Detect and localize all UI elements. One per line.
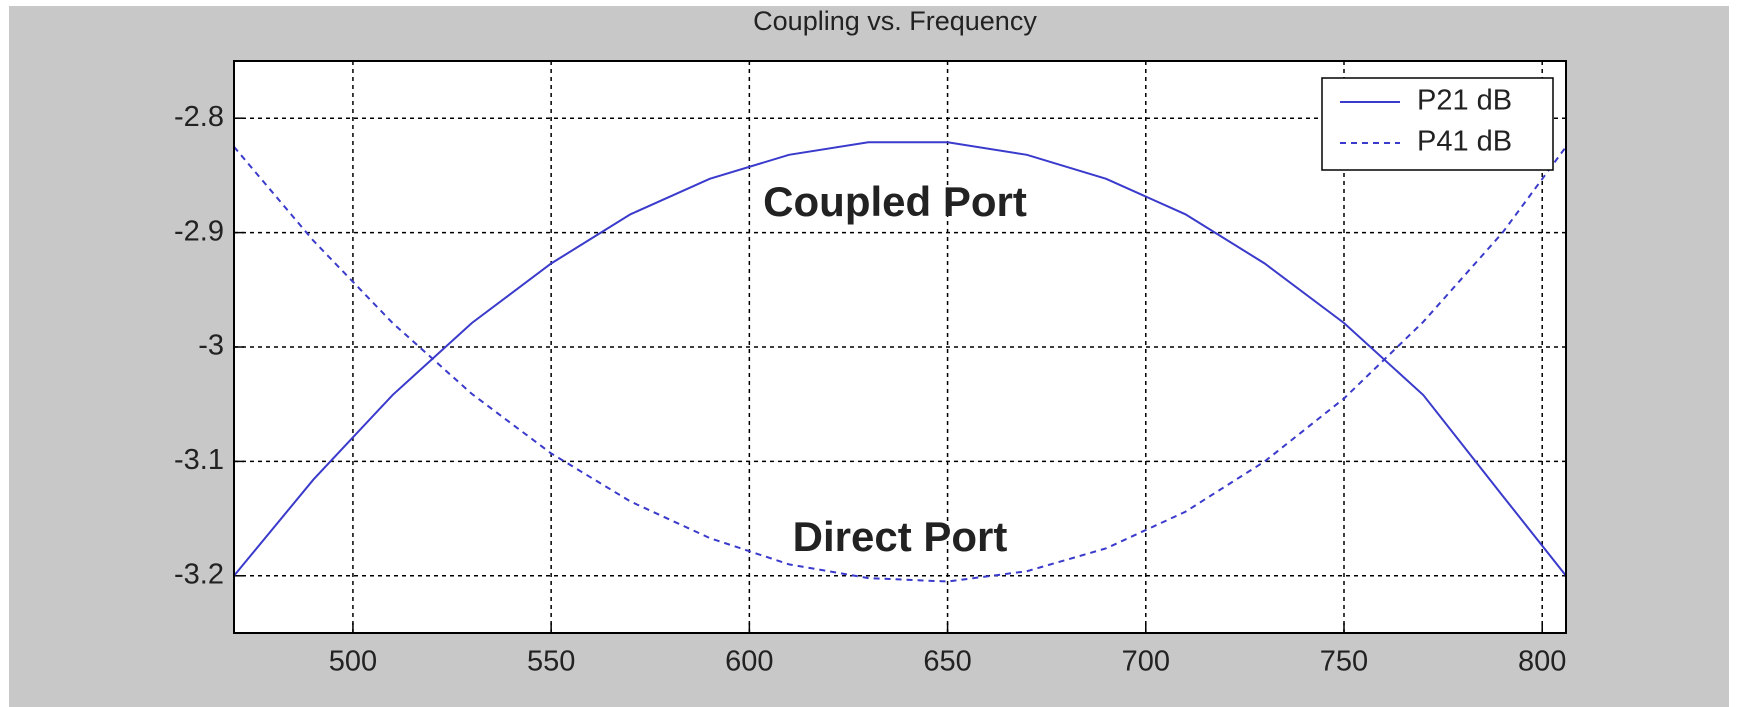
data-line (233, 146, 1567, 583)
y-tick-label: -3.1 (174, 444, 224, 476)
y-tick-label: -3 (198, 330, 224, 362)
x-tick-label: 600 (725, 646, 773, 678)
data-line (233, 141, 1567, 577)
y-tick-label: -2.8 (174, 101, 224, 133)
x-tick-label: 550 (527, 646, 575, 678)
x-tick-label: 750 (1320, 646, 1368, 678)
y-tick-label: -3.2 (174, 558, 224, 590)
chart-title: Coupling vs. Frequency (753, 6, 1037, 36)
x-tick-label: 650 (923, 646, 971, 678)
legend-label: P21 dB (1417, 85, 1512, 117)
axes-frame (233, 60, 1567, 634)
legend-box (1321, 77, 1554, 171)
annotation: Coupled Port (763, 178, 1027, 225)
x-tick-label: 500 (329, 646, 377, 678)
x-tick-label: 700 (1122, 646, 1170, 678)
x-tick-label: 800 (1518, 646, 1566, 678)
legend-label: P41 dB (1417, 126, 1512, 158)
y-tick-label: -2.9 (174, 215, 224, 247)
annotation: Direct Port (793, 513, 1008, 560)
